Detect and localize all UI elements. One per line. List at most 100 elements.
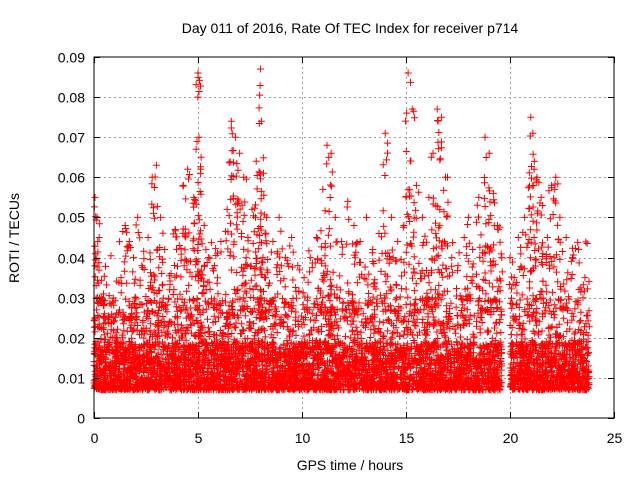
data-point xyxy=(300,316,307,324)
data-point xyxy=(440,325,448,333)
data-point xyxy=(473,270,480,278)
data-point xyxy=(242,254,250,262)
data-point xyxy=(214,290,222,298)
data-point xyxy=(280,275,288,283)
data-point xyxy=(263,240,271,248)
data-point xyxy=(238,320,246,328)
data-point xyxy=(174,320,182,328)
data-point xyxy=(433,328,441,336)
data-point xyxy=(102,262,109,270)
data-point xyxy=(367,325,375,333)
data-point xyxy=(357,334,365,342)
data-point xyxy=(354,311,362,319)
data-point xyxy=(289,276,297,284)
data-point xyxy=(366,334,374,341)
data-point xyxy=(140,247,148,255)
data-point xyxy=(305,247,313,255)
data-point xyxy=(153,322,161,330)
data-point xyxy=(122,252,130,260)
data-point xyxy=(116,238,123,246)
data-point xyxy=(129,268,137,276)
data-point xyxy=(364,281,372,289)
data-point xyxy=(304,278,312,286)
data-point xyxy=(326,282,334,290)
data-point xyxy=(228,330,236,337)
data-point xyxy=(140,255,148,263)
data-point xyxy=(285,326,293,334)
data-point xyxy=(103,281,111,289)
data-point xyxy=(369,293,377,301)
data-point xyxy=(326,312,334,320)
data-point xyxy=(207,239,215,247)
data-point xyxy=(251,332,259,340)
data-point xyxy=(243,289,250,297)
data-point xyxy=(439,291,447,299)
data-point xyxy=(315,304,323,312)
data-point xyxy=(404,293,412,301)
data-point xyxy=(367,314,374,322)
data-point xyxy=(331,336,339,343)
data-point xyxy=(104,329,112,337)
data-point xyxy=(251,271,259,279)
data-point xyxy=(189,296,197,304)
data-point xyxy=(244,247,252,255)
data-point xyxy=(478,319,486,326)
data-point xyxy=(352,323,360,331)
data-point xyxy=(493,305,501,313)
data-point xyxy=(508,294,515,302)
data-point xyxy=(315,364,323,371)
data-point xyxy=(239,294,247,302)
data-point xyxy=(482,290,490,298)
data-point xyxy=(226,320,234,328)
data-point xyxy=(279,295,287,303)
data-point xyxy=(421,326,428,334)
data-point xyxy=(264,256,272,263)
data-point xyxy=(382,278,390,286)
data-point xyxy=(439,261,447,269)
data-point xyxy=(577,308,585,316)
data-point xyxy=(455,249,463,257)
data-point xyxy=(388,333,396,341)
data-point xyxy=(264,282,272,290)
data-point xyxy=(292,294,300,302)
chart-title: Day 011 of 2016, Rate Of TEC Index for r… xyxy=(182,20,519,36)
data-point xyxy=(353,239,361,246)
data-point xyxy=(386,252,393,260)
data-point xyxy=(160,344,168,351)
data-point xyxy=(574,238,582,246)
data-point xyxy=(241,335,249,343)
data-point xyxy=(169,291,177,298)
data-point xyxy=(469,330,477,338)
data-point xyxy=(363,339,371,347)
data-point xyxy=(393,281,401,289)
data-point xyxy=(146,336,153,344)
data-point xyxy=(479,275,487,283)
data-point xyxy=(343,306,350,314)
data-point xyxy=(95,266,103,274)
data-point xyxy=(349,298,357,306)
data-point xyxy=(301,367,309,374)
data-point xyxy=(117,289,125,297)
data-point xyxy=(198,240,206,248)
data-point xyxy=(313,312,320,319)
data-point xyxy=(249,240,257,247)
data-point xyxy=(449,239,457,247)
data-point xyxy=(120,258,128,266)
data-point xyxy=(481,297,489,305)
data-point xyxy=(542,281,550,289)
data-point xyxy=(519,272,527,279)
data-point xyxy=(283,312,291,320)
data-point xyxy=(107,252,115,260)
data-point xyxy=(498,311,505,319)
data-point xyxy=(142,293,150,300)
data-point xyxy=(373,299,380,307)
data-point xyxy=(524,239,532,247)
data-point xyxy=(412,322,420,330)
data-point xyxy=(179,302,187,310)
data-point xyxy=(171,273,179,281)
data-point xyxy=(212,245,220,253)
data-points xyxy=(90,65,593,394)
data-point xyxy=(108,298,116,306)
data-point xyxy=(529,327,537,335)
